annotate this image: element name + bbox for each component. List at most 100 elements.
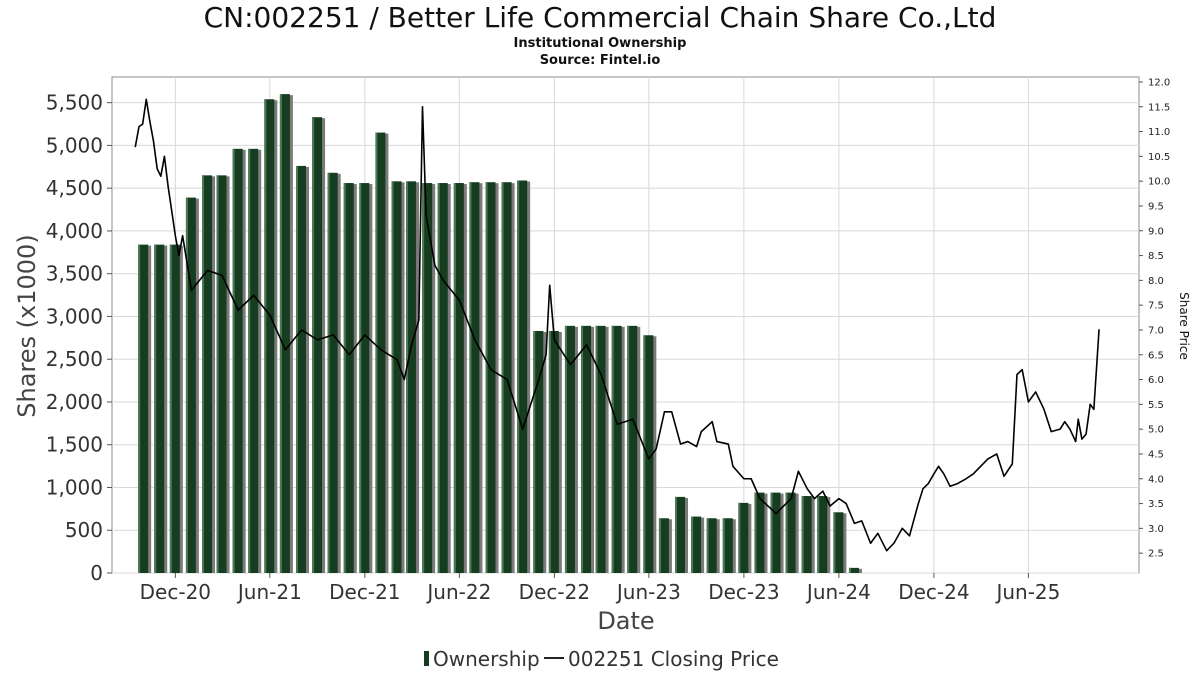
price-point — [956, 483, 958, 485]
ownership-bar-highlight — [169, 244, 172, 573]
chart-subtitle: Institutional Ownership — [514, 36, 687, 51]
ownership-bar-highlight — [359, 183, 362, 573]
price-point — [845, 502, 847, 505]
left-tick-label: 5,000 — [46, 133, 103, 157]
price-point — [348, 354, 350, 356]
ownership-bar-highlight — [533, 330, 536, 573]
ownership-bar-highlight — [691, 516, 694, 573]
ownership-bar-highlight — [343, 183, 346, 573]
price-point — [972, 473, 974, 475]
ownership-bar — [738, 502, 749, 573]
ownership-bar — [517, 180, 528, 573]
price-point — [943, 473, 945, 475]
price-point — [442, 279, 444, 281]
price-point — [380, 349, 382, 351]
ownership-bar-highlight — [312, 117, 315, 573]
price-point — [1085, 433, 1087, 435]
price-point — [253, 294, 255, 296]
ownership-bar — [232, 148, 243, 574]
price-point — [418, 319, 420, 321]
price-point — [1035, 391, 1037, 393]
price-point — [671, 411, 673, 413]
price-point — [549, 284, 551, 286]
price-point — [679, 443, 682, 445]
ownership-bar-highlight — [770, 492, 773, 573]
price-point — [908, 535, 911, 537]
ownership-bar-highlight — [469, 182, 472, 573]
ownership-bar — [627, 325, 638, 573]
ownership-bar-highlight — [785, 492, 788, 573]
price-line — [134, 98, 1100, 552]
ownership-bar — [295, 165, 306, 573]
price-point — [396, 359, 398, 361]
ownership-bar — [706, 518, 717, 573]
price-point — [886, 550, 888, 552]
price-point — [700, 431, 702, 433]
ownership-bar — [533, 330, 544, 573]
price-point — [585, 344, 588, 346]
price-point — [933, 473, 935, 475]
price-point — [987, 458, 989, 460]
price-point — [655, 448, 657, 450]
ownership-bar-highlight — [643, 335, 646, 573]
price-point — [1059, 428, 1061, 430]
ownership-bar-highlight — [581, 325, 584, 573]
price-point — [269, 314, 271, 316]
price-point — [869, 542, 872, 544]
price-point — [927, 483, 929, 485]
ownership-bar — [422, 183, 433, 573]
ownership-bar-highlight — [375, 132, 378, 573]
price-point — [167, 185, 169, 187]
left-tick-label: 3,000 — [46, 304, 103, 328]
right-tick-label: 4.0 — [1148, 474, 1164, 485]
right-tick-label: 10.5 — [1148, 152, 1170, 163]
price-point — [134, 145, 136, 148]
right-tick-label: 12.0 — [1148, 77, 1170, 88]
legend-ownership-label: Ownership — [433, 647, 540, 671]
price-point — [206, 269, 209, 272]
left-tick-label: 2,000 — [46, 390, 103, 414]
left-tick-label: 2,500 — [46, 347, 103, 371]
price-point — [806, 488, 808, 490]
price-point — [434, 264, 436, 267]
ownership-bar-highlight — [754, 492, 757, 573]
ownership-bar — [785, 492, 796, 573]
price-point — [538, 378, 540, 381]
ownership-bar — [406, 181, 417, 573]
price-point — [410, 344, 413, 346]
price-point — [813, 498, 816, 500]
ownership-bar-highlight — [406, 181, 409, 573]
price-point — [949, 485, 951, 487]
ownership-bar — [595, 325, 606, 573]
ownership-bar — [453, 183, 464, 573]
ownership-bar — [437, 183, 448, 573]
ownership-bar — [848, 567, 859, 573]
price-point — [861, 520, 863, 522]
legend-price-label: 002251 Closing Price — [568, 647, 779, 671]
price-point — [221, 274, 223, 276]
price-point — [1064, 421, 1066, 423]
ownership-bar-highlight — [154, 244, 157, 573]
price-point — [284, 349, 287, 351]
price-point — [300, 329, 303, 331]
legend-ownership-marker — [424, 651, 429, 666]
ownership-bar — [754, 492, 765, 573]
ownership-bar — [658, 518, 669, 573]
ownership-bar-highlight — [202, 175, 205, 573]
right-tick-label: 7.0 — [1148, 325, 1164, 336]
price-point — [237, 309, 239, 311]
price-point — [1093, 408, 1095, 410]
right-tick-label: 11.5 — [1148, 102, 1170, 113]
left-tick-label: 3,500 — [46, 262, 103, 286]
ownership-bar-highlight — [675, 496, 678, 573]
ownership-bar-highlight — [138, 244, 141, 573]
ownership-bar-highlight — [548, 330, 551, 573]
ownership-bar-highlight — [833, 512, 836, 573]
price-point — [600, 374, 602, 376]
price-point — [145, 98, 147, 100]
price-point — [838, 498, 840, 500]
price-point — [616, 423, 618, 425]
right-tick-label: 11.0 — [1148, 127, 1170, 138]
price-point — [663, 411, 666, 413]
